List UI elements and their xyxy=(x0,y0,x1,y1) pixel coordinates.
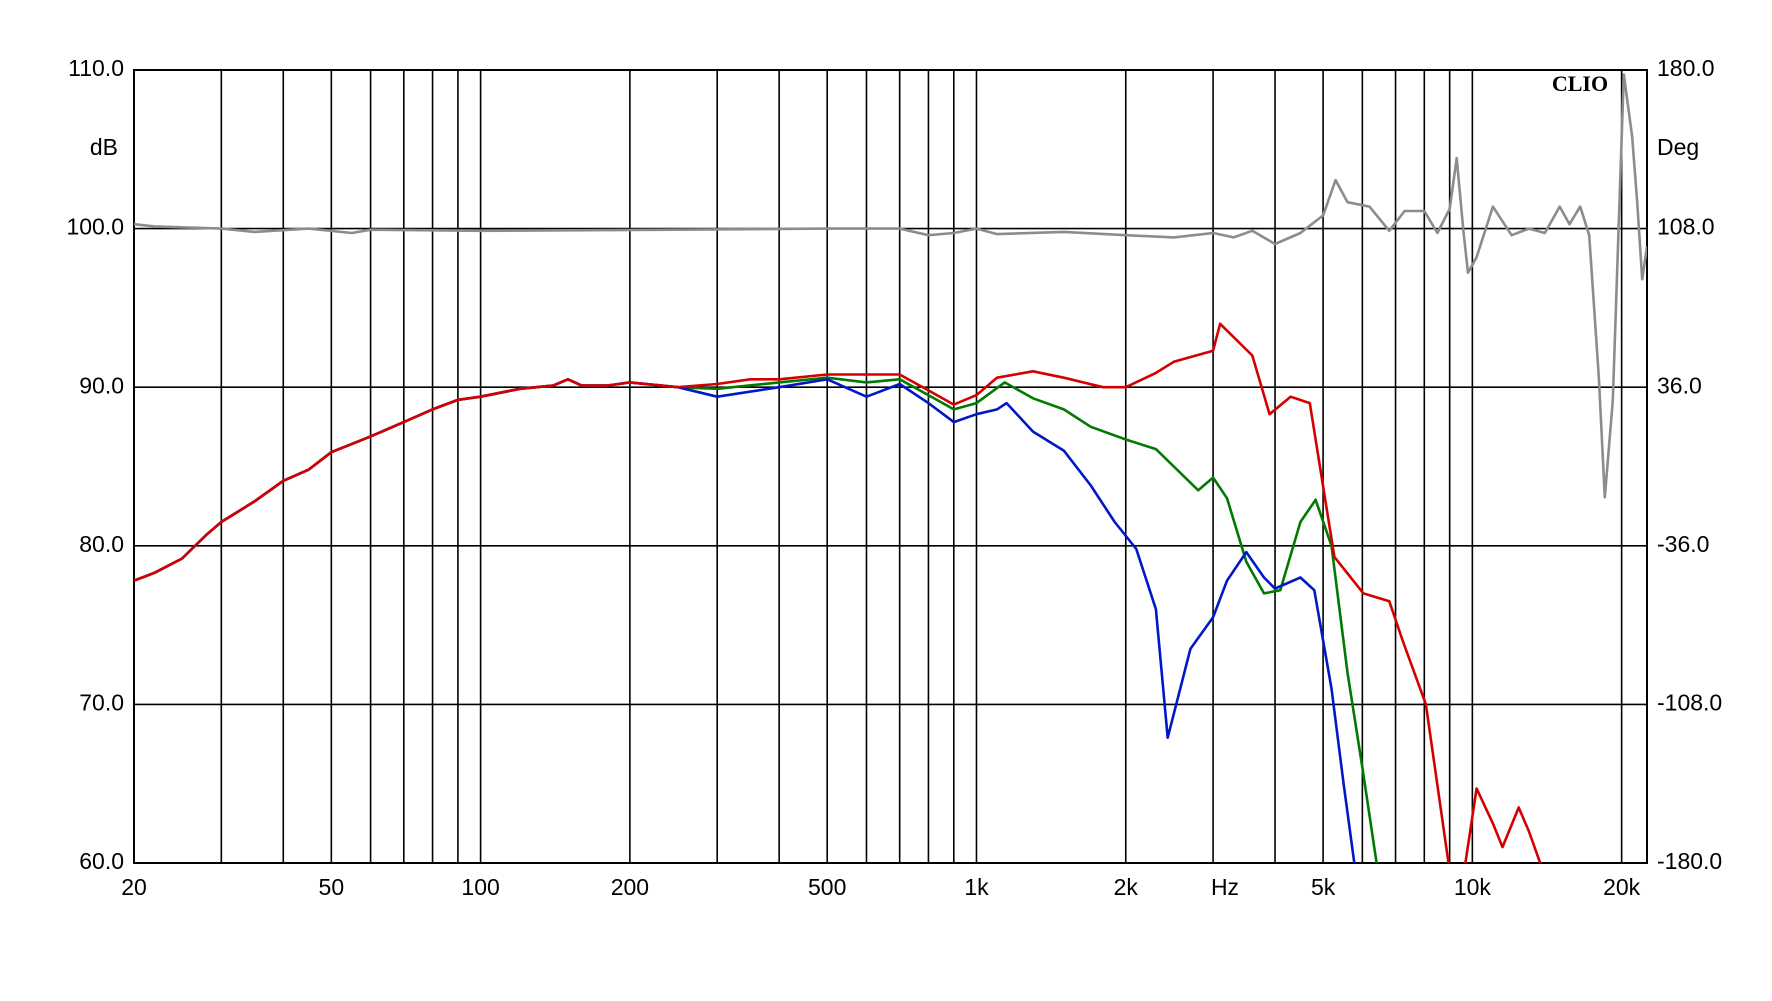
x-tick-label: 20k xyxy=(1603,874,1641,900)
plot-frame xyxy=(133,69,1648,864)
y-tick-label: 80.0 xyxy=(79,531,124,557)
series-line xyxy=(134,376,1378,863)
x-tick-label: 1k xyxy=(964,874,989,900)
y-tick-label: 60.0 xyxy=(79,848,124,874)
annotation: CLIO xyxy=(1552,71,1608,96)
x-tick-label: 10k xyxy=(1454,874,1492,900)
x-tick-label: 20 xyxy=(121,874,147,900)
y2-tick-label: 180.0 xyxy=(1657,55,1715,81)
y-tick-label: 110.0 xyxy=(68,55,124,81)
y2-tick-label: -180.0 xyxy=(1657,848,1722,874)
y-tick-label: 70.0 xyxy=(79,689,124,715)
y-axis-label: dB xyxy=(90,134,118,160)
x-tick-label: 100 xyxy=(461,874,499,900)
x-axis-label: Hz xyxy=(1211,874,1239,900)
x-tick-label: 50 xyxy=(319,874,345,900)
series-line xyxy=(134,322,1542,863)
x-tick-label: 500 xyxy=(808,874,846,900)
y2-tick-label: 36.0 xyxy=(1657,372,1702,398)
x-tick-label: 5k xyxy=(1311,874,1336,900)
y2-tick-label: -36.0 xyxy=(1657,531,1709,557)
y2-axis-label: Deg xyxy=(1657,134,1699,160)
y2-tick-label: 108.0 xyxy=(1657,214,1715,240)
series-line xyxy=(134,378,1356,863)
y-tick-label: 90.0 xyxy=(79,372,124,398)
series-line xyxy=(134,73,1647,499)
x-tick-label: 2k xyxy=(1114,874,1139,900)
y-tick-label: 100.0 xyxy=(66,214,124,240)
y2-tick-label: -108.0 xyxy=(1657,689,1722,715)
x-tick-label: 200 xyxy=(611,874,649,900)
